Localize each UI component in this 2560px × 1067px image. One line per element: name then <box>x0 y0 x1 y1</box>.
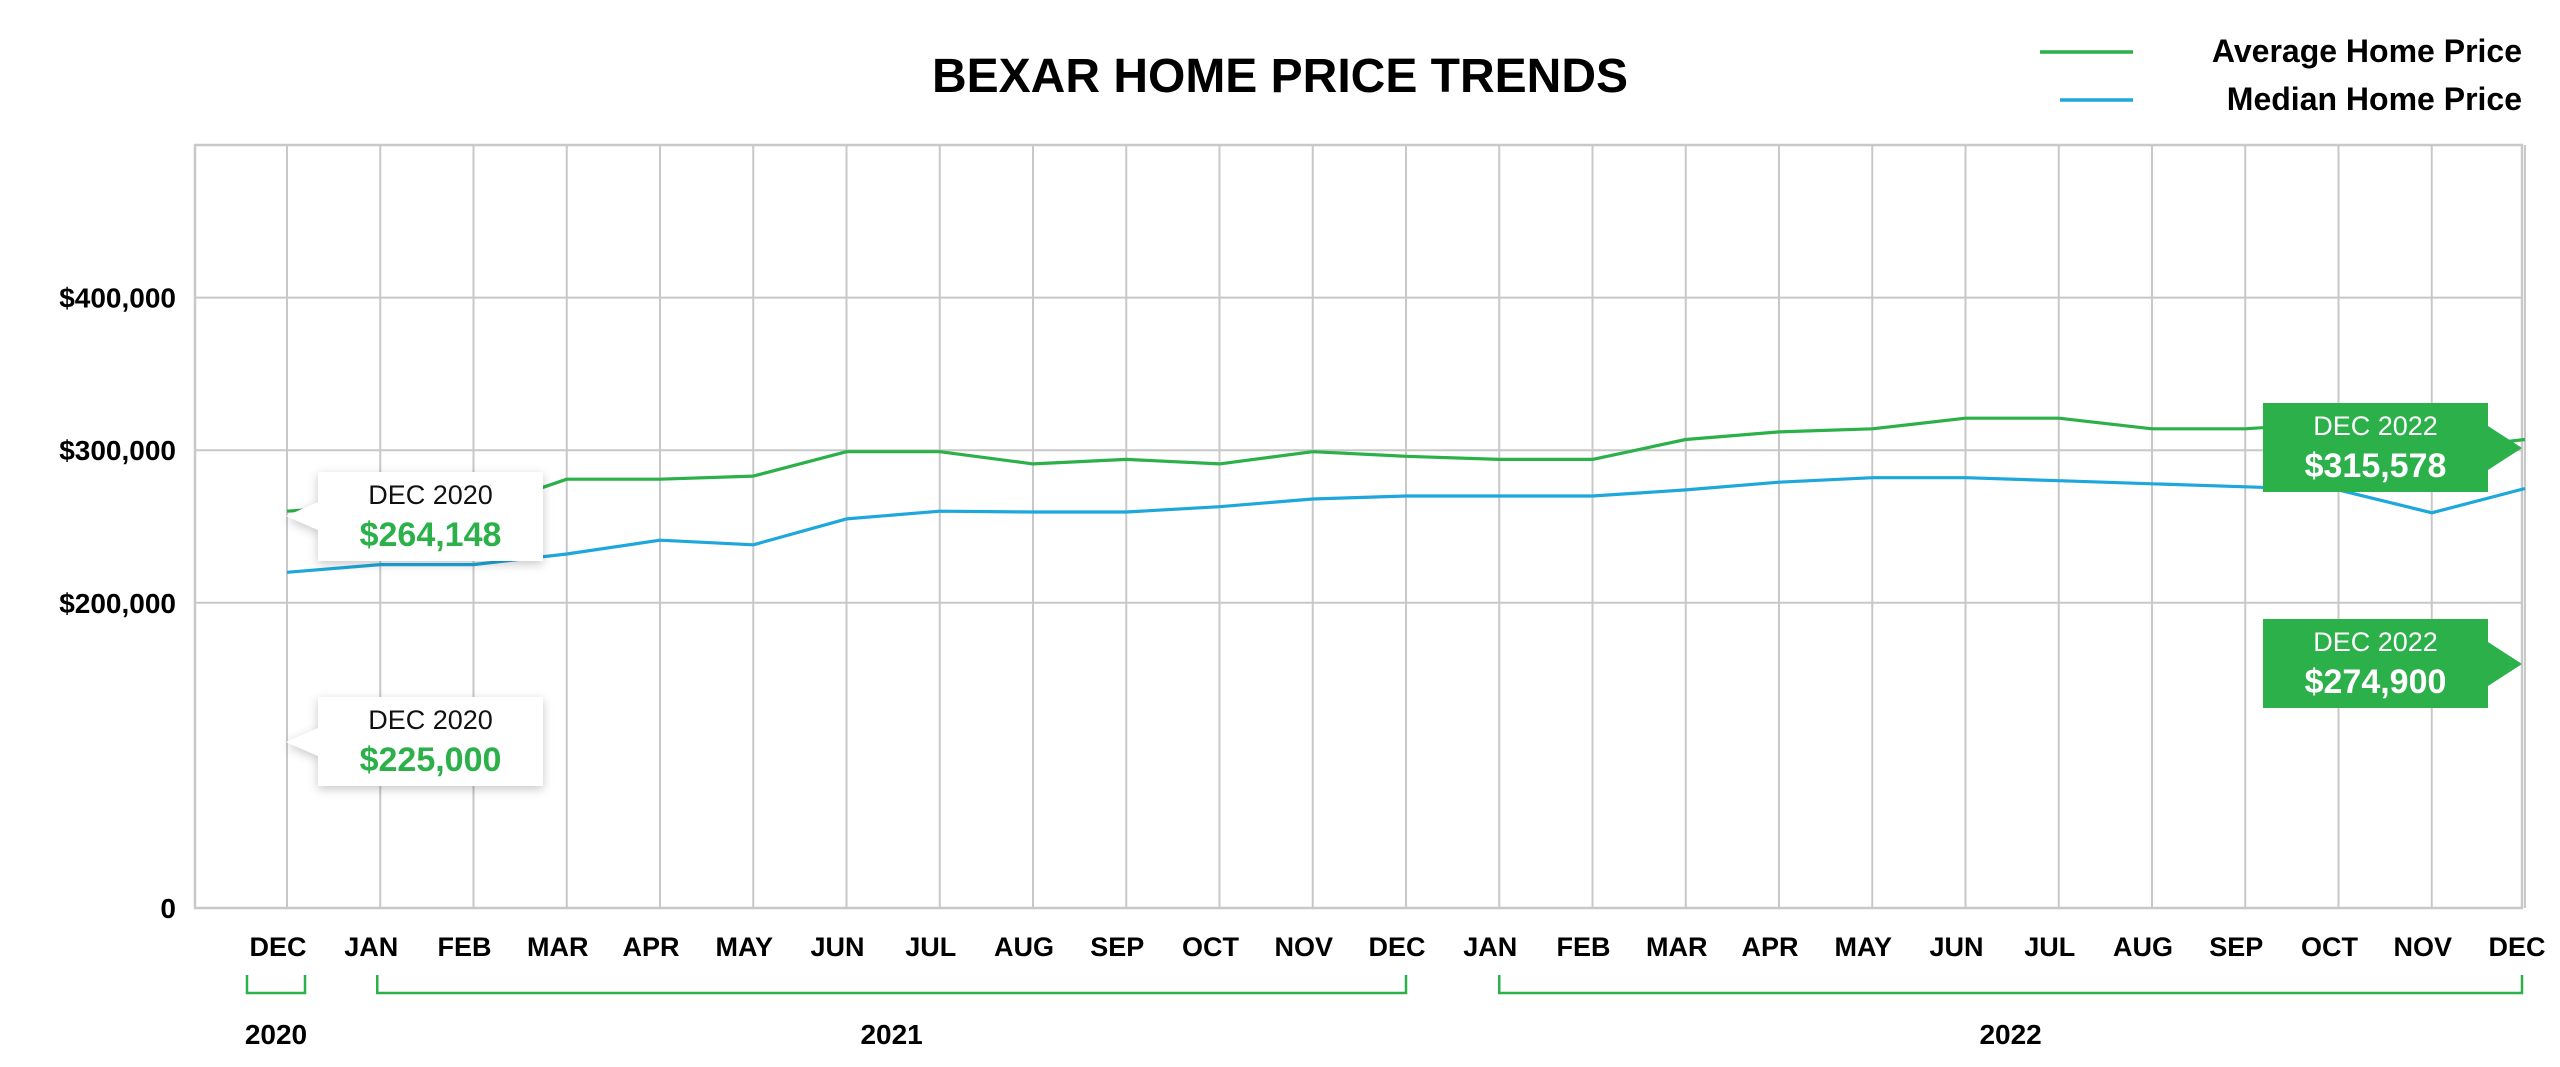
callout-label: DEC 2020 $264,148 <box>286 472 543 561</box>
legend-label: Average Home Price <box>2212 33 2522 69</box>
x-tick-label: OCT <box>2301 932 2359 962</box>
x-tick-label: DEC <box>1368 932 1425 962</box>
x-tick-label: MAR <box>527 932 589 962</box>
x-tick-label: NOV <box>1274 932 1333 962</box>
callout-date: DEC 2022 <box>2313 411 2438 441</box>
x-tick-label: FEB <box>1557 932 1611 962</box>
legend-label: Median Home Price <box>2227 81 2522 117</box>
x-axis: DEC JAN FEB MAR APR MAY JUN JUL AUG SEP OCT NOV DEC J… <box>249 932 2545 962</box>
year-label: 2021 <box>860 1019 922 1050</box>
chart-title: BEXAR HOME PRICE TRENDS <box>932 50 1628 103</box>
x-tick-label: AUG <box>994 932 1054 962</box>
x-tick-label: NOV <box>2393 932 2452 962</box>
year-bracket <box>245 975 307 995</box>
callout-box <box>286 697 543 786</box>
grid <box>193 143 2526 910</box>
x-tick-label: JUL <box>905 932 956 962</box>
x-tick-label: SEP <box>1090 932 1144 962</box>
x-tick-label: MAY <box>1834 932 1892 962</box>
callout-label: DEC 2022 $274,900 <box>2263 619 2522 708</box>
callout-box <box>2263 403 2522 492</box>
y-tick-label: 0 <box>160 893 176 924</box>
plot-frame <box>193 143 2524 910</box>
x-tick-label: JUL <box>2024 932 2075 962</box>
callout-value: $225,000 <box>360 741 502 779</box>
x-tick-label: AUG <box>2113 932 2173 962</box>
year-brackets: 2020 2021 2022 <box>245 975 2524 1050</box>
x-tick-label: MAR <box>1646 932 1708 962</box>
callout-date: DEC 2020 <box>368 705 493 735</box>
callout-date: DEC 2022 <box>2313 627 2438 657</box>
callout-box <box>286 472 543 561</box>
year-label: 2022 <box>1979 1019 2041 1050</box>
y-axis: 0 $200,000 $300,000 $400,000 <box>59 283 176 924</box>
callout-value: $274,900 <box>2305 663 2447 701</box>
x-tick-label: APR <box>622 932 679 962</box>
x-tick-label: JAN <box>344 932 398 962</box>
legend: Average Home Price Median Home Price <box>2040 33 2522 117</box>
y-tick-label: $200,000 <box>59 588 176 619</box>
callout-date: DEC 2020 <box>368 480 493 510</box>
series-line <box>286 476 2526 574</box>
series-line <box>286 416 2526 513</box>
x-tick-label: JUN <box>1929 932 1983 962</box>
x-tick-label: APR <box>1741 932 1798 962</box>
x-tick-label: JUN <box>810 932 864 962</box>
x-tick-label: DEC <box>249 932 306 962</box>
callout-box <box>2263 619 2522 708</box>
callout-value: $315,578 <box>2305 447 2447 485</box>
x-tick-label: MAY <box>715 932 773 962</box>
callout-value: $264,148 <box>360 516 502 554</box>
callout-label: DEC 2020 $225,000 <box>286 697 543 786</box>
x-tick-label: SEP <box>2209 932 2263 962</box>
x-tick-label: FEB <box>438 932 492 962</box>
y-tick-label: $400,000 <box>59 283 176 314</box>
x-tick-label: DEC <box>2488 932 2545 962</box>
year-bracket <box>1498 975 2524 995</box>
x-tick-label: JAN <box>1463 932 1517 962</box>
year-label: 2020 <box>245 1019 307 1050</box>
y-tick-label: $300,000 <box>59 435 176 466</box>
x-tick-label: OCT <box>1182 932 1240 962</box>
callouts: DEC 2020 $264,148 DEC 2020 $225,000 DEC 2022… <box>286 403 2522 786</box>
year-bracket <box>376 975 1408 995</box>
series-lines <box>286 416 2526 574</box>
callout-label: DEC 2022 $315,578 <box>2263 403 2522 492</box>
